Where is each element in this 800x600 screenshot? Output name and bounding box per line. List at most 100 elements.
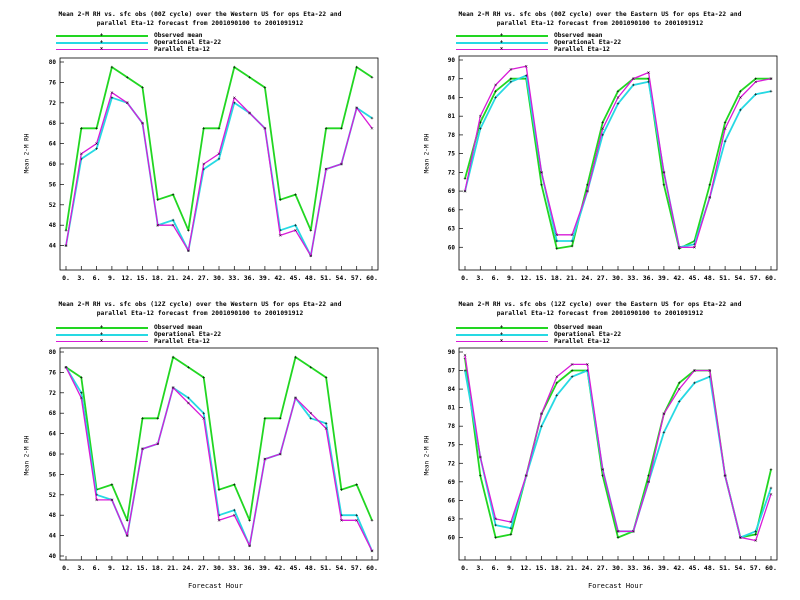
y-tick-label: 66 (448, 497, 456, 504)
y-tick-label: 48 (49, 222, 57, 229)
data-point (80, 376, 83, 379)
legend-swatch-operational (456, 334, 548, 336)
data-point (662, 183, 666, 187)
x-tick-label: 12. (520, 274, 532, 282)
y-tick-label: 68 (49, 410, 57, 417)
chart-title: Mean 2-M RH vs. sfc obs (12Z cycle) over… (400, 300, 800, 318)
data-point (64, 229, 68, 232)
data-point (171, 218, 175, 222)
y-tick-label: 60 (448, 534, 456, 541)
data-point (278, 234, 282, 237)
y-tick-label: 60 (448, 244, 456, 251)
data-point (570, 239, 574, 243)
data-point (248, 111, 251, 115)
y-tick-label: 80 (49, 349, 57, 356)
chart-panel-east-00z: Mean 2-M RH vs. sfc obs (00Z cycle) over… (400, 0, 800, 290)
x-tick-label: 60. (765, 564, 777, 572)
x-tick-label: 30. (612, 564, 624, 572)
data-point (324, 427, 328, 430)
data-point (769, 89, 773, 93)
legend-swatch-observed (56, 327, 148, 329)
legend-marker-icon: × (100, 46, 104, 52)
legend-label-observed: Observed mean (554, 32, 603, 39)
x-tick-label: 33. (627, 274, 639, 282)
legend-marker-icon: + (500, 324, 504, 330)
x-tick-label: 36. (244, 274, 256, 282)
legend-marker-icon: + (100, 32, 104, 38)
data-point (494, 517, 497, 521)
y-tick-label: 60 (49, 451, 57, 458)
y-tick-label: 44 (49, 243, 57, 250)
data-point (509, 77, 513, 81)
data-point (202, 127, 205, 130)
data-point (110, 498, 114, 502)
data-point (723, 127, 727, 131)
data-point (754, 529, 757, 533)
chart-title-line-1: Mean 2-M RH vs. sfc obs (12Z cycle) over… (58, 301, 342, 308)
data-point (586, 362, 589, 366)
data-point (708, 369, 712, 372)
legend-swatch-operational (56, 334, 148, 336)
x-tick-label: 24. (582, 274, 594, 282)
plot-frame (59, 57, 379, 271)
legend-label-operational: Operational Eta-22 (154, 39, 222, 46)
data-point (662, 412, 666, 416)
legend-swatch-observed (456, 35, 548, 37)
data-point (248, 519, 251, 522)
data-point (555, 381, 559, 385)
chart-panel-west-12z: Mean 2-M RH vs. sfc obs (12Z cycle) over… (0, 290, 400, 590)
y-tick-label: 68 (49, 120, 57, 127)
data-point (294, 355, 297, 359)
data-point (463, 177, 467, 180)
data-point (586, 189, 589, 193)
data-point (217, 152, 221, 156)
data-point (540, 424, 543, 428)
x-tick-label: 6. (93, 274, 101, 282)
data-point (340, 162, 343, 166)
data-point (708, 195, 712, 199)
data-point (616, 529, 620, 533)
data-point (171, 223, 175, 227)
data-point (294, 396, 297, 400)
x-tick-label: 18. (551, 564, 563, 572)
data-point (601, 468, 605, 471)
x-tick-label: 18. (152, 564, 164, 572)
x-tick-label: 54. (735, 274, 747, 282)
data-point (370, 519, 374, 522)
data-point (95, 127, 98, 130)
x-tick-label: 54. (735, 564, 747, 572)
data-point (478, 114, 482, 118)
data-point (294, 228, 297, 232)
data-point (263, 417, 267, 420)
data-point (309, 229, 313, 232)
series-line-observed-mean (464, 358, 772, 539)
data-point (217, 488, 221, 491)
data-point (187, 249, 190, 253)
data-point (739, 89, 742, 93)
x-tick-label: 27. (198, 564, 210, 572)
data-point (478, 455, 482, 459)
x-tick-label: 21. (566, 274, 578, 282)
chart-title: Mean 2-M RH vs. sfc obs (00Z cycle) over… (400, 10, 800, 28)
data-point (202, 162, 206, 166)
data-point (171, 355, 175, 359)
data-point (95, 498, 98, 502)
legend-label-parallel: Parallel Eta-12 (554, 46, 610, 53)
legend-swatch-operational (56, 42, 148, 44)
legend-marker-icon: × (500, 46, 504, 52)
data-point (340, 127, 343, 130)
series-line-parallel-eta-12 (65, 367, 373, 552)
y-tick-label: 84 (448, 386, 456, 393)
y-tick-label: 87 (448, 368, 456, 375)
data-point (662, 431, 666, 434)
data-point (739, 96, 742, 99)
data-point (294, 223, 297, 227)
x-tick-label: 48. (704, 564, 716, 572)
data-point (769, 486, 773, 490)
data-point (754, 80, 758, 84)
y-tick-label: 40 (49, 553, 57, 560)
x-tick-label: 48. (305, 274, 317, 282)
series-line-observed-mean (65, 66, 373, 232)
data-point (248, 76, 251, 79)
y-tick-label: 76 (49, 369, 57, 376)
